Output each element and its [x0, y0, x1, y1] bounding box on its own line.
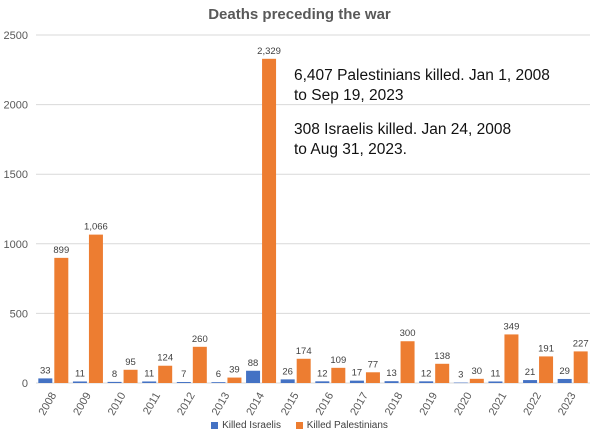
- data-label-palestinians: 899: [53, 245, 69, 256]
- data-label-israelis: 7: [181, 369, 186, 380]
- bar-israelis: [384, 381, 399, 383]
- bar-israelis: [107, 381, 122, 383]
- bar-palestinians: [331, 367, 346, 383]
- x-tick-label: 2009: [71, 390, 94, 417]
- bar-palestinians: [573, 351, 588, 383]
- data-label-palestinians: 39: [229, 365, 240, 376]
- data-label-palestinians: 138: [434, 351, 450, 362]
- legend-label-palestinians: Killed Palestinians: [306, 420, 388, 431]
- y-tick-label: 1500: [4, 169, 28, 181]
- x-tick-label: 2011: [141, 390, 163, 416]
- bar-palestinians: [296, 358, 311, 383]
- bar-israelis: [176, 382, 191, 383]
- data-label-palestinians: 2,329: [257, 46, 281, 57]
- data-label-israelis: 17: [352, 368, 363, 379]
- data-label-palestinians: 300: [400, 328, 416, 339]
- x-tick-label: 2017: [348, 390, 371, 417]
- bar-israelis: [349, 380, 364, 383]
- data-label-israelis: 11: [144, 368, 154, 379]
- data-label-israelis: 11: [491, 368, 501, 379]
- data-label-palestinians: 124: [157, 353, 173, 364]
- bar-palestinians: [227, 377, 242, 383]
- legend-item-palestinians: Killed Palestinians: [295, 420, 388, 431]
- bar-palestinians: [262, 58, 277, 384]
- bar-israelis: [419, 381, 434, 383]
- x-tick-label: 2012: [175, 390, 198, 417]
- data-label-israelis: 6: [216, 369, 221, 380]
- bar-israelis: [142, 381, 157, 383]
- data-label-palestinians: 349: [504, 321, 520, 332]
- bar-israelis: [488, 381, 503, 383]
- x-tick-label: 2013: [210, 390, 233, 417]
- data-label-israelis: 8: [112, 369, 117, 380]
- annotation-israelis: 308 Israelis killed. Jan 24, 2008 to Aug…: [294, 121, 512, 158]
- x-tick-label: 2010: [106, 390, 129, 417]
- bar-israelis: [453, 382, 468, 384]
- bar-palestinians: [400, 341, 415, 383]
- data-label-israelis: 12: [317, 368, 328, 379]
- bar-israelis: [211, 382, 226, 383]
- y-tick-label: 500: [10, 308, 28, 320]
- bar-israelis: [246, 370, 261, 383]
- bar-palestinians: [192, 346, 207, 383]
- data-label-palestinians: 30: [472, 366, 483, 377]
- bar-palestinians: [158, 365, 173, 383]
- bar-palestinians: [88, 234, 103, 383]
- data-label-palestinians: 109: [330, 355, 346, 366]
- legend-swatch-israelis: [211, 422, 219, 429]
- data-label-palestinians: 174: [296, 346, 312, 357]
- bar-israelis: [72, 381, 87, 383]
- chart-title: Deaths preceding the war: [208, 6, 391, 23]
- bar-palestinians: [435, 363, 450, 383]
- data-label-israelis: 21: [525, 367, 536, 378]
- x-tick-label: 2022: [521, 390, 544, 417]
- annotation-palestinians: 6,407 Palestinians killed. Jan 1, 2008 t…: [294, 67, 550, 104]
- x-tick-label: 2016: [314, 390, 337, 417]
- bar-palestinians: [54, 257, 69, 383]
- data-label-palestinians: 260: [192, 334, 208, 345]
- data-label-israelis: 3: [458, 370, 463, 381]
- data-label-israelis: 88: [248, 358, 259, 369]
- x-tick-label: 2014: [244, 390, 267, 417]
- x-tick-label: 2019: [417, 390, 440, 417]
- legend-swatch-palestinians: [295, 422, 303, 429]
- legend-item-israelis: Killed Israelis: [211, 420, 281, 431]
- y-tick-label: 1000: [4, 239, 28, 251]
- data-label-palestinians: 77: [368, 359, 379, 370]
- data-label-israelis: 12: [421, 368, 432, 379]
- data-label-israelis: 13: [386, 368, 397, 379]
- y-tick-label: 2000: [4, 100, 28, 112]
- data-label-palestinians: 1,066: [84, 222, 108, 233]
- x-tick-label: 2018: [383, 390, 406, 417]
- data-label-israelis: 26: [282, 366, 293, 377]
- bar-israelis: [523, 380, 538, 383]
- data-label-palestinians: 95: [125, 357, 136, 368]
- bar-palestinians: [539, 356, 554, 383]
- bar-israelis: [280, 379, 295, 383]
- data-label-israelis: 33: [40, 365, 51, 376]
- y-tick-label: 0: [22, 378, 28, 390]
- legend-label-israelis: Killed Israelis: [222, 420, 281, 431]
- x-tick-label: 2021: [487, 390, 510, 417]
- bar-palestinians: [504, 334, 519, 383]
- x-tick-label: 2015: [279, 390, 302, 417]
- y-tick-label: 2500: [4, 30, 28, 42]
- bar-palestinians: [123, 369, 138, 383]
- bar-israelis: [38, 378, 53, 383]
- x-tick-label: 2020: [452, 390, 475, 417]
- data-label-israelis: 11: [75, 368, 85, 379]
- bar-palestinians: [365, 372, 380, 383]
- x-tick-label: 2008: [37, 390, 60, 417]
- data-label-palestinians: 227: [573, 338, 589, 349]
- bar-israelis: [557, 378, 572, 383]
- legend: Killed Israelis Killed Palestinians: [0, 420, 599, 432]
- data-label-israelis: 29: [559, 366, 570, 377]
- x-tick-label: 2023: [556, 390, 579, 417]
- bar-israelis: [315, 381, 330, 383]
- bar-palestinians: [469, 378, 484, 383]
- data-label-palestinians: 191: [538, 343, 554, 354]
